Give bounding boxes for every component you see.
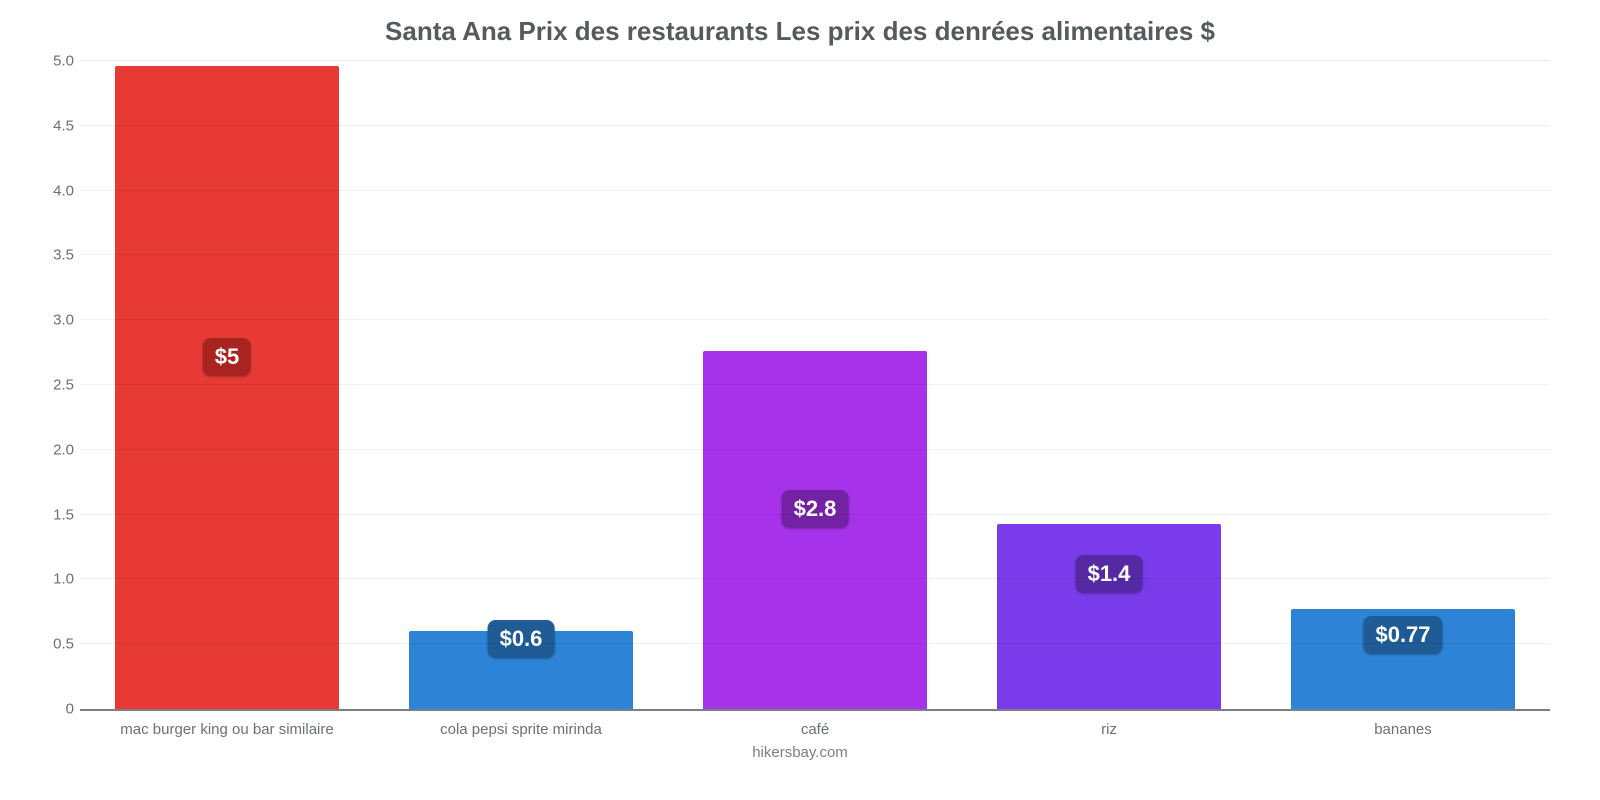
y-tick-label: 1.0	[40, 571, 74, 588]
grid-line	[80, 319, 1550, 320]
bar-value-badge: $1.4	[1076, 555, 1143, 593]
bar	[115, 66, 338, 709]
bar	[997, 524, 1220, 709]
x-axis-labels: mac burger king ou bar similairecola pep…	[80, 711, 1550, 738]
x-tick-label: café	[668, 711, 962, 738]
bar-value-badge: $0.77	[1363, 616, 1442, 654]
y-tick-label: 4.5	[40, 117, 74, 134]
grid-line	[80, 449, 1550, 450]
grid-line	[80, 643, 1550, 644]
y-tick-label: 0	[40, 701, 74, 718]
bar-slot: $0.6	[374, 61, 668, 709]
y-tick-label: 0.5	[40, 636, 74, 653]
grid-line	[80, 125, 1550, 126]
bar-value-badge: $5	[203, 338, 251, 376]
bar-slot: $5	[80, 61, 374, 709]
grid-line	[80, 254, 1550, 255]
grid-line	[80, 514, 1550, 515]
x-tick-label: mac burger king ou bar similaire	[80, 711, 374, 738]
grid-line	[80, 578, 1550, 579]
x-tick-label: cola pepsi sprite mirinda	[374, 711, 668, 738]
bar-slot: $2.8	[668, 61, 962, 709]
y-tick-label: 2.0	[40, 441, 74, 458]
y-tick-label: 4.0	[40, 182, 74, 199]
bar-slot: $0.77	[1256, 61, 1550, 709]
y-tick-label: 5.0	[40, 53, 74, 70]
grid-line	[80, 60, 1550, 61]
y-tick-label: 3.0	[40, 312, 74, 329]
chart-credit: hikersbay.com	[40, 744, 1560, 761]
price-bar-chart: Santa Ana Prix des restaurants Les prix …	[0, 0, 1600, 800]
x-tick-label: bananes	[1256, 711, 1550, 738]
chart-title: Santa Ana Prix des restaurants Les prix …	[40, 16, 1560, 47]
y-tick-label: 1.5	[40, 506, 74, 523]
bar-slot: $1.4	[962, 61, 1256, 709]
plot-area: $5$0.6$2.8$1.4$0.77 00.51.01.52.02.53.03…	[80, 61, 1550, 711]
x-tick-label: riz	[962, 711, 1256, 738]
bars-container: $5 $0.6 $2.8 $1.4 $0.77	[80, 61, 1550, 709]
bar	[703, 351, 926, 709]
y-tick-label: 3.5	[40, 247, 74, 264]
y-tick-label: 2.5	[40, 377, 74, 394]
bar-value-badge: $0.6	[488, 620, 555, 658]
grid-line	[80, 190, 1550, 191]
bar-value-badge: $2.8	[782, 490, 849, 528]
grid-line	[80, 384, 1550, 385]
